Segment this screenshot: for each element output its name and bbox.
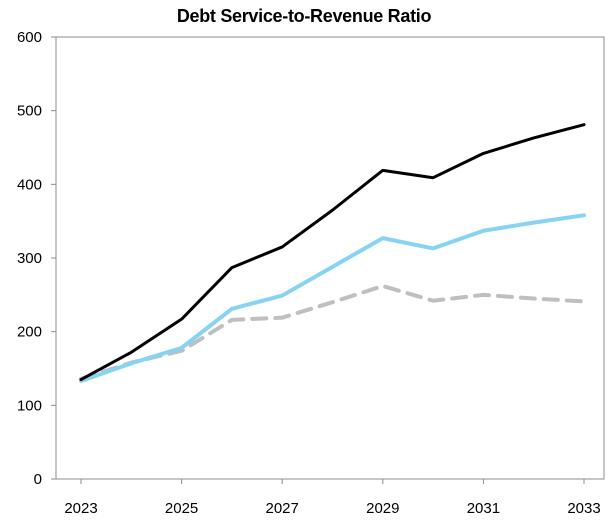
y-tick-label: 100: [17, 397, 42, 414]
series-line-1: [79, 123, 586, 382]
x-tick-label: 2033: [567, 500, 600, 517]
y-tick-label: 200: [17, 324, 42, 341]
x-tick-label: 2023: [64, 500, 97, 517]
plot-area-frame: [55, 36, 605, 480]
y-tick-label: 600: [17, 29, 42, 46]
y-tick-label: 500: [17, 103, 42, 120]
chart-title: Debt Service-to-Revenue Ratio: [176, 6, 432, 26]
y-tick-label: 400: [17, 176, 42, 193]
x-tick-label: 2029: [366, 500, 399, 517]
series-line-3: [79, 283, 586, 381]
x-tick-label: 2025: [165, 500, 198, 517]
x-tick-label: 2031: [467, 500, 500, 517]
y-tick-label: 300: [17, 250, 42, 267]
y-tick-label: 0: [34, 471, 42, 488]
x-tick-label: 2027: [266, 500, 299, 517]
